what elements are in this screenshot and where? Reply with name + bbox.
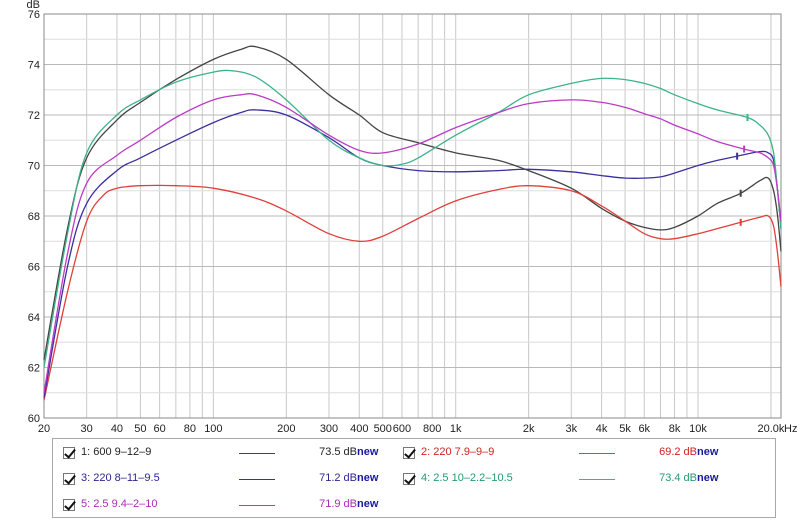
series-3-new-badge[interactable]: new [357,472,379,484]
series-4-value: 73.4 dB [659,472,697,484]
y-tick-label: 72 [28,110,40,122]
series-4-checkbox[interactable] [403,473,415,485]
y-axis-label: dB [27,0,40,11]
x-tick-label: 5k [619,423,631,435]
series-2-label: 2: 220 7.9–9–9 [421,446,495,458]
x-tick-label: 600 [393,423,411,435]
x-tick-label: 20 [38,423,50,435]
x-tick-label: 4k [596,423,608,435]
x-tick-label: 300 [320,423,338,435]
x-tick-label: 200 [277,423,295,435]
series-1-new-badge[interactable]: new [357,446,379,458]
y-tick-label: 68 [28,211,40,223]
series-1-checkbox[interactable] [63,447,75,459]
x-tick-label: 500 [374,423,392,435]
y-tick-label: 76 [28,9,40,21]
series-2-value: 69.2 dB [659,446,697,458]
y-tick-label: 66 [28,262,40,274]
x-unit-label: Hz [784,423,797,435]
y-tick-label: 70 [28,161,40,173]
x-tick-label: 3k [566,423,578,435]
series-5-checkbox[interactable] [63,499,75,511]
x-tick-label: 100 [204,423,222,435]
x-tick-label: 400 [350,423,368,435]
x-tick-label: 800 [423,423,441,435]
x-tick-label: 60 [153,423,165,435]
x-tick-label: 80 [184,423,196,435]
legend-panel: 1: 600 9–12–9 73.5 dB new 2: 220 7.9–9–9… [52,438,776,518]
series-4-label: 4: 2.5 10–2.2–10.5 [421,472,513,484]
series-1-swatch [239,453,275,454]
series-3-checkbox[interactable] [63,473,75,485]
series-3-label: 3: 220 8–11–9.5 [81,472,160,484]
series-4-line [43,69,782,368]
x-tick-label: 20.0k [758,423,785,435]
y-tick-label: 64 [28,312,40,324]
series-5-swatch [239,505,275,506]
x-tick-label: 50 [134,423,146,435]
x-tick-label: 30 [81,423,93,435]
x-tick-label: 40 [111,423,123,435]
series-4-swatch [579,479,615,480]
x-tick-label: 10k [689,423,707,435]
series-2-checkbox[interactable] [403,447,415,459]
series-1-label: 1: 600 9–12–9 [81,446,152,458]
series-5-label: 5: 2.5 9.4–2–10 [81,498,158,510]
y-tick-label: 62 [28,363,40,375]
x-tick-label: 2k [523,423,535,435]
series-3-line [43,109,782,398]
x-tick-label: 1k [450,423,462,435]
series-2-new-badge[interactable]: new [697,446,719,458]
series-5-value: 71.9 dB [319,498,357,510]
x-tick-label: 6k [638,423,650,435]
series-4-new-badge[interactable]: new [697,472,719,484]
y-tick-label: 60 [28,413,40,425]
series-1-value: 73.5 dB [319,446,357,458]
y-tick-label: 74 [28,60,40,72]
series-2-swatch [579,453,615,454]
series-3-swatch [239,479,275,480]
series-3-value: 71.2 dB [319,472,357,484]
x-tick-label: 8k [669,423,681,435]
series-5-new-badge[interactable]: new [357,498,379,510]
